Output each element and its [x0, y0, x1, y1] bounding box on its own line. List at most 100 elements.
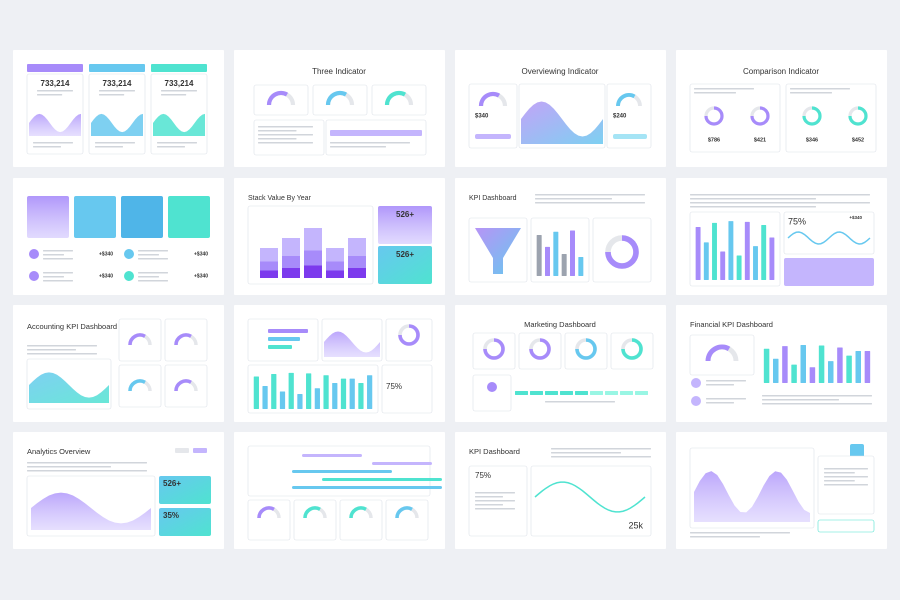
donut-fill	[575, 338, 597, 360]
panel	[785, 83, 877, 153]
bar-shape	[695, 226, 701, 280]
text-line	[694, 92, 736, 94]
text-line	[43, 250, 73, 252]
text-line	[27, 462, 147, 464]
panel	[385, 499, 429, 541]
panel	[253, 119, 325, 156]
bar-shape	[703, 242, 709, 280]
bar-shape	[553, 231, 559, 276]
label: $786	[708, 137, 720, 143]
bar-shape	[282, 256, 300, 268]
gauge-fill	[303, 506, 321, 519]
label: KPI Dashboard	[469, 447, 520, 456]
text-line	[706, 380, 746, 382]
text-line	[475, 504, 503, 506]
bar-shape	[578, 257, 584, 276]
text-line	[824, 484, 868, 486]
bar-shape	[828, 361, 834, 383]
text-line	[475, 496, 503, 498]
bar-shape	[358, 382, 364, 409]
panel	[247, 499, 291, 541]
bar-shape	[288, 372, 294, 409]
gauge-fill	[266, 90, 289, 106]
icon	[29, 249, 39, 259]
panel	[592, 217, 652, 283]
icon	[691, 378, 701, 388]
tile	[378, 206, 432, 244]
donut-fill	[529, 338, 551, 360]
text-line	[138, 258, 168, 260]
progress	[605, 391, 618, 395]
bar-shape	[545, 246, 550, 276]
label: $452	[852, 137, 864, 143]
gantt-bar	[322, 478, 442, 481]
label: 733,214	[165, 79, 194, 88]
text-line	[690, 198, 816, 200]
bar-shape	[763, 348, 770, 383]
label: +$340	[849, 215, 862, 220]
text-line	[258, 134, 313, 136]
progress	[530, 391, 543, 395]
text-line	[551, 452, 621, 454]
hbar	[268, 345, 292, 349]
tile	[159, 476, 211, 504]
text-line	[43, 280, 73, 282]
panel	[472, 332, 516, 370]
text-line	[824, 472, 855, 474]
text-line	[27, 349, 76, 351]
area-shape	[31, 492, 151, 530]
bar-shape	[570, 230, 575, 276]
panel	[118, 318, 162, 362]
button	[613, 134, 647, 139]
icon	[124, 249, 134, 259]
bar-shape	[326, 261, 344, 271]
area-shape	[153, 113, 205, 136]
funnel	[475, 228, 521, 274]
gauge-fill	[257, 506, 275, 519]
bar-shape	[349, 378, 355, 409]
label: +$340	[194, 251, 208, 257]
progress	[545, 391, 558, 395]
bar-shape	[736, 255, 742, 280]
bar-shape	[800, 345, 806, 383]
panel	[530, 465, 652, 537]
text-line	[258, 142, 313, 144]
area-shape	[521, 101, 603, 144]
text-line	[545, 401, 615, 403]
donut-fill	[802, 106, 822, 126]
gauge-fill	[174, 333, 192, 346]
panel	[381, 364, 433, 414]
bar-shape	[326, 270, 344, 278]
panel	[518, 332, 562, 370]
progress	[560, 391, 573, 395]
area-shape	[29, 372, 109, 403]
bar-shape	[864, 350, 871, 383]
text-line	[95, 146, 123, 148]
progress	[330, 130, 422, 136]
gauge-fill	[325, 90, 348, 106]
text-line	[95, 142, 135, 144]
progress	[590, 391, 603, 395]
gantt-bar	[292, 486, 442, 489]
text-line	[33, 142, 73, 144]
tile	[784, 258, 874, 286]
text-line	[690, 206, 816, 208]
text-line	[690, 194, 870, 196]
bar-shape	[348, 256, 366, 268]
area-shape	[91, 113, 143, 136]
label: KPI Dashboard	[469, 195, 517, 202]
bar-shape	[720, 251, 726, 280]
panel	[118, 364, 162, 408]
bar-shape	[782, 346, 788, 383]
bar-shape	[282, 268, 300, 278]
text-line	[551, 456, 651, 458]
text-line	[762, 403, 872, 405]
panel	[164, 364, 208, 408]
hbar	[268, 329, 308, 333]
wave-line	[787, 231, 871, 245]
gauge-fill	[616, 93, 636, 107]
gauge-fill	[128, 379, 146, 392]
icon	[850, 444, 864, 458]
bar-shape	[260, 261, 278, 271]
bar-shape	[297, 393, 303, 409]
